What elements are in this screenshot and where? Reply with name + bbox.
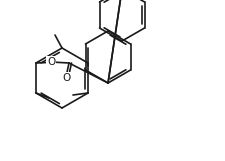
Text: O: O [47,57,55,67]
Text: O: O [62,73,70,83]
